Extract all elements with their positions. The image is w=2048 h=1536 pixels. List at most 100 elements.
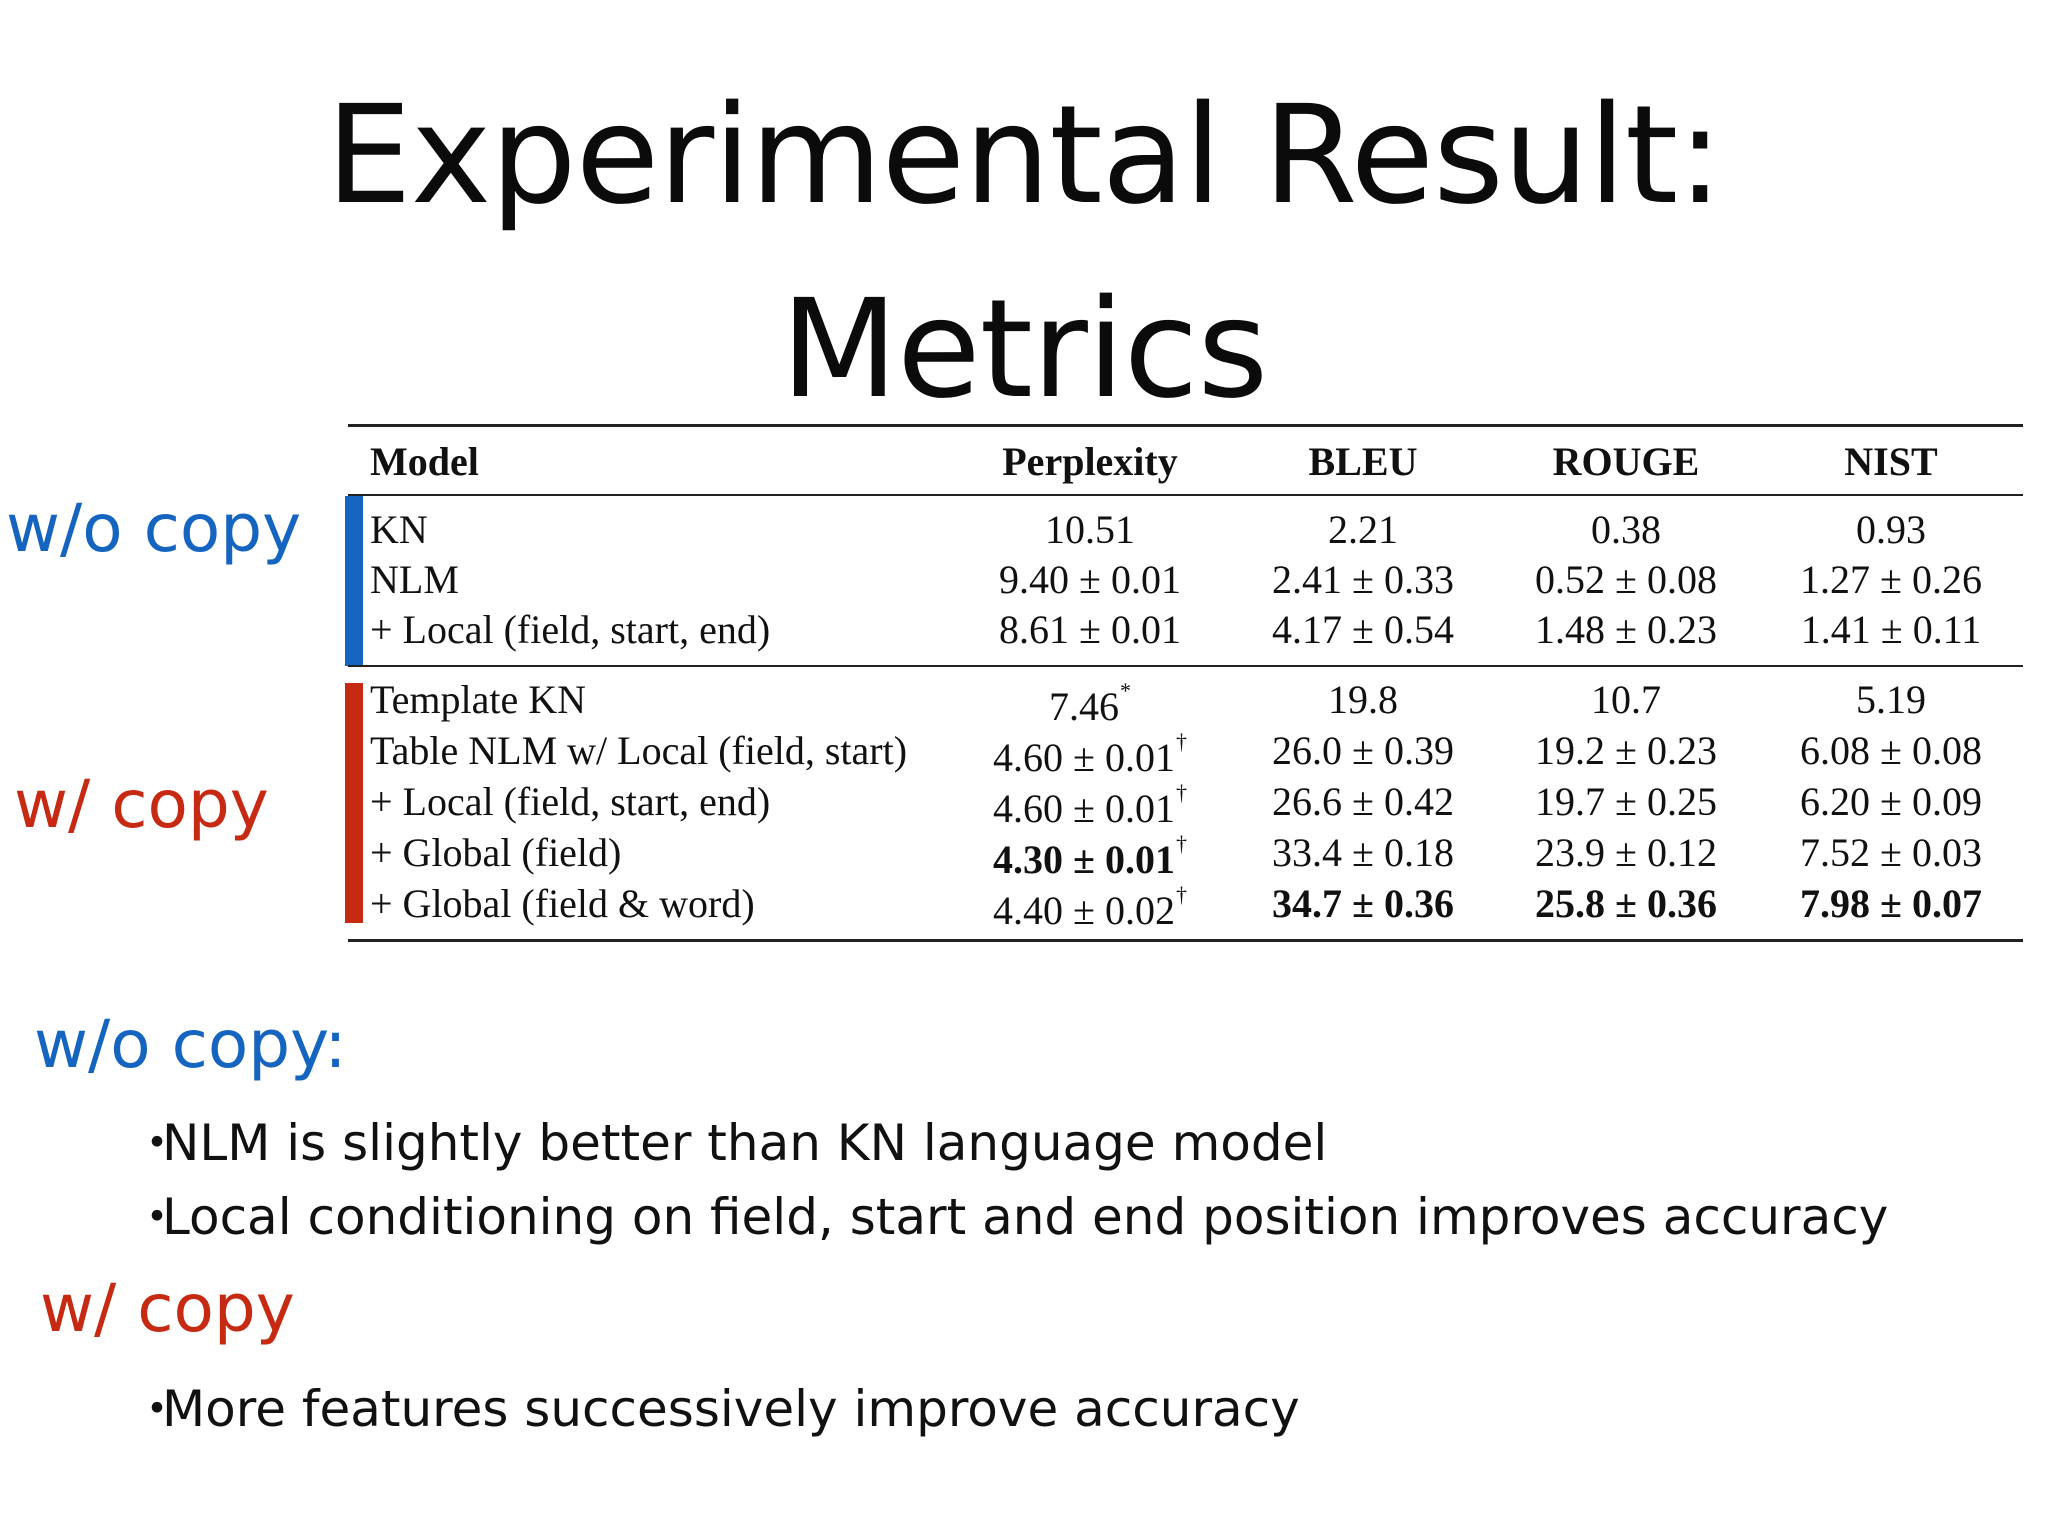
table-bottom-rule (348, 939, 2023, 942)
with-copy-bullet-item: ・More features successively improve accu… (132, 1384, 1300, 1434)
table-group-rule (348, 665, 2023, 667)
table-cell-rouge: 0.38 (1491, 510, 1761, 550)
slide-title-line-2: Metrics (780, 271, 1269, 429)
without-copy-bullet-item: ・Local conditioning on field, start and … (132, 1192, 1888, 1242)
table-value-bleu: 2.21 (1328, 507, 1398, 552)
table-value-nist: 6.08 ± 0.08 (1800, 728, 1982, 773)
table-cell-nist: 6.20 ± 0.09 (1756, 782, 2026, 822)
table-cell-perplexity: 4.60 ± 0.01† (955, 782, 1225, 829)
table-cell-rouge: 19.7 ± 0.25 (1491, 782, 1761, 822)
table-cell-nist: 0.93 (1756, 510, 2026, 550)
table-value-perplexity: 7.46 (1049, 684, 1119, 729)
table-value-rouge: 0.38 (1591, 507, 1661, 552)
table-cell-model: Table NLM w/ Local (field, start) (370, 728, 908, 773)
table-value-perplexity: 4.40 ± 0.02 (993, 888, 1175, 933)
table-cell-bleu: 19.8 (1228, 680, 1498, 720)
table-value-nist: 7.52 ± 0.03 (1800, 830, 1982, 875)
table-cell-rouge: 0.52 ± 0.08 (1491, 560, 1761, 600)
table-value-nist: 0.93 (1856, 507, 1926, 552)
table-cell-nist: 6.08 ± 0.08 (1756, 731, 2026, 771)
slide-title-line-1: Experimental Result: (325, 77, 1723, 235)
table-cell-bleu: 26.6 ± 0.42 (1228, 782, 1498, 822)
table-value-bleu: 19.8 (1328, 677, 1398, 722)
table-cell-perplexity: 4.60 ± 0.01† (955, 731, 1225, 778)
without-copy-side-label: w/o copy (6, 490, 302, 567)
table-cell-model: + Global (field) (370, 830, 622, 875)
table-value-nist: 1.27 ± 0.26 (1800, 557, 1982, 602)
table-cell-perplexity: 9.40 ± 0.01 (955, 560, 1225, 600)
significance-mark: † (1175, 831, 1187, 856)
table-cell-rouge: 25.8 ± 0.36 (1491, 884, 1761, 924)
header-nist: NIST (1844, 439, 1938, 484)
table-value-perplexity: 9.40 ± 0.01 (999, 557, 1181, 602)
table-value-perplexity: 10.51 (1045, 507, 1135, 552)
table-cell-bleu: 2.41 ± 0.33 (1228, 560, 1498, 600)
bullet-text: NLM is slightly better than KN language … (162, 1114, 1328, 1172)
bullet-text: More features successively improve accur… (162, 1380, 1300, 1438)
table-value-perplexity: 4.60 ± 0.01 (993, 786, 1175, 831)
table-value-rouge: 23.9 ± 0.12 (1535, 830, 1717, 875)
header-bleu: BLEU (1308, 439, 1418, 484)
table-cell-model: Template KN (370, 677, 587, 722)
bullet-text: Local conditioning on field, start and e… (162, 1188, 1889, 1246)
significance-mark: † (1175, 882, 1187, 907)
table-cell-bleu: 34.7 ± 0.36 (1228, 884, 1498, 924)
table-cell-bleu: 33.4 ± 0.18 (1228, 833, 1498, 873)
table-value-rouge: 19.7 ± 0.25 (1535, 779, 1717, 824)
table-cell-model: KN (370, 507, 428, 552)
table-value-nist: 6.20 ± 0.09 (1800, 779, 1982, 824)
with-copy-side-label: w/ copy (14, 766, 269, 843)
table-value-rouge: 10.7 (1591, 677, 1661, 722)
table-value-rouge: 0.52 ± 0.08 (1535, 557, 1717, 602)
header-model: Model (370, 439, 479, 484)
without-copy-group-bar (345, 496, 363, 666)
table-cell-model: + Local (field, start, end) (370, 779, 771, 824)
table-value-bleu: 4.17 ± 0.54 (1272, 607, 1454, 652)
table-cell-perplexity: 4.40 ± 0.02† (955, 884, 1225, 931)
with-copy-group-bar (345, 683, 363, 923)
table-value-nist: 5.19 (1856, 677, 1926, 722)
significance-mark: † (1175, 729, 1187, 754)
table-cell-nist: 5.19 (1756, 680, 2026, 720)
header-perplexity: Perplexity (1002, 439, 1178, 484)
without-copy-bullet-item: ・NLM is slightly better than KN language… (132, 1118, 1327, 1168)
table-cell-nist: 7.98 ± 0.07 (1756, 884, 2026, 924)
table-value-perplexity: 4.60 ± 0.01 (993, 735, 1175, 780)
table-cell-model: + Global (field & word) (370, 881, 755, 926)
table-value-perplexity: 4.30 ± 0.01 (993, 837, 1175, 882)
table-cell-bleu: 4.17 ± 0.54 (1228, 610, 1498, 650)
table-cell-perplexity: 7.46* (955, 680, 1225, 727)
significance-mark: † (1175, 780, 1187, 805)
table-value-bleu: 33.4 ± 0.18 (1272, 830, 1454, 875)
table-cell-rouge: 23.9 ± 0.12 (1491, 833, 1761, 873)
table-value-perplexity: 8.61 ± 0.01 (999, 607, 1181, 652)
table-value-nist: 7.98 ± 0.07 (1800, 881, 1982, 926)
table-cell-perplexity: 4.30 ± 0.01† (955, 833, 1225, 880)
table-value-rouge: 19.2 ± 0.23 (1535, 728, 1717, 773)
bullet-dot-icon: ・ (132, 1188, 182, 1246)
table-cell-rouge: 10.7 (1491, 680, 1761, 720)
significance-mark: * (1120, 678, 1131, 703)
table-cell-perplexity: 8.61 ± 0.01 (955, 610, 1225, 650)
table-cell-perplexity: 10.51 (955, 510, 1225, 550)
bullet-dot-icon: ・ (132, 1114, 182, 1172)
table-cell-nist: 1.27 ± 0.26 (1756, 560, 2026, 600)
table-value-bleu: 26.0 ± 0.39 (1272, 728, 1454, 773)
table-cell-bleu: 26.0 ± 0.39 (1228, 731, 1498, 771)
table-header-rule (348, 494, 2023, 496)
table-value-bleu: 26.6 ± 0.42 (1272, 779, 1454, 824)
with-copy-notes-heading: w/ copy (40, 1270, 295, 1347)
table-cell-nist: 1.41 ± 0.11 (1756, 610, 2026, 650)
table-value-nist: 1.41 ± 0.11 (1800, 607, 1982, 652)
table-value-rouge: 1.48 ± 0.23 (1535, 607, 1717, 652)
bullet-dot-icon: ・ (132, 1380, 182, 1438)
table-cell-rouge: 1.48 ± 0.23 (1491, 610, 1761, 650)
table-value-bleu: 34.7 ± 0.36 (1272, 881, 1454, 926)
table-value-bleu: 2.41 ± 0.33 (1272, 557, 1454, 602)
table-cell-rouge: 19.2 ± 0.23 (1491, 731, 1761, 771)
table-value-rouge: 25.8 ± 0.36 (1535, 881, 1717, 926)
table-cell-nist: 7.52 ± 0.03 (1756, 833, 2026, 873)
without-copy-notes-heading: w/o copy: (34, 1006, 347, 1083)
table-cell-model: + Local (field, start, end) (370, 607, 771, 652)
table-cell-model: NLM (370, 557, 459, 602)
